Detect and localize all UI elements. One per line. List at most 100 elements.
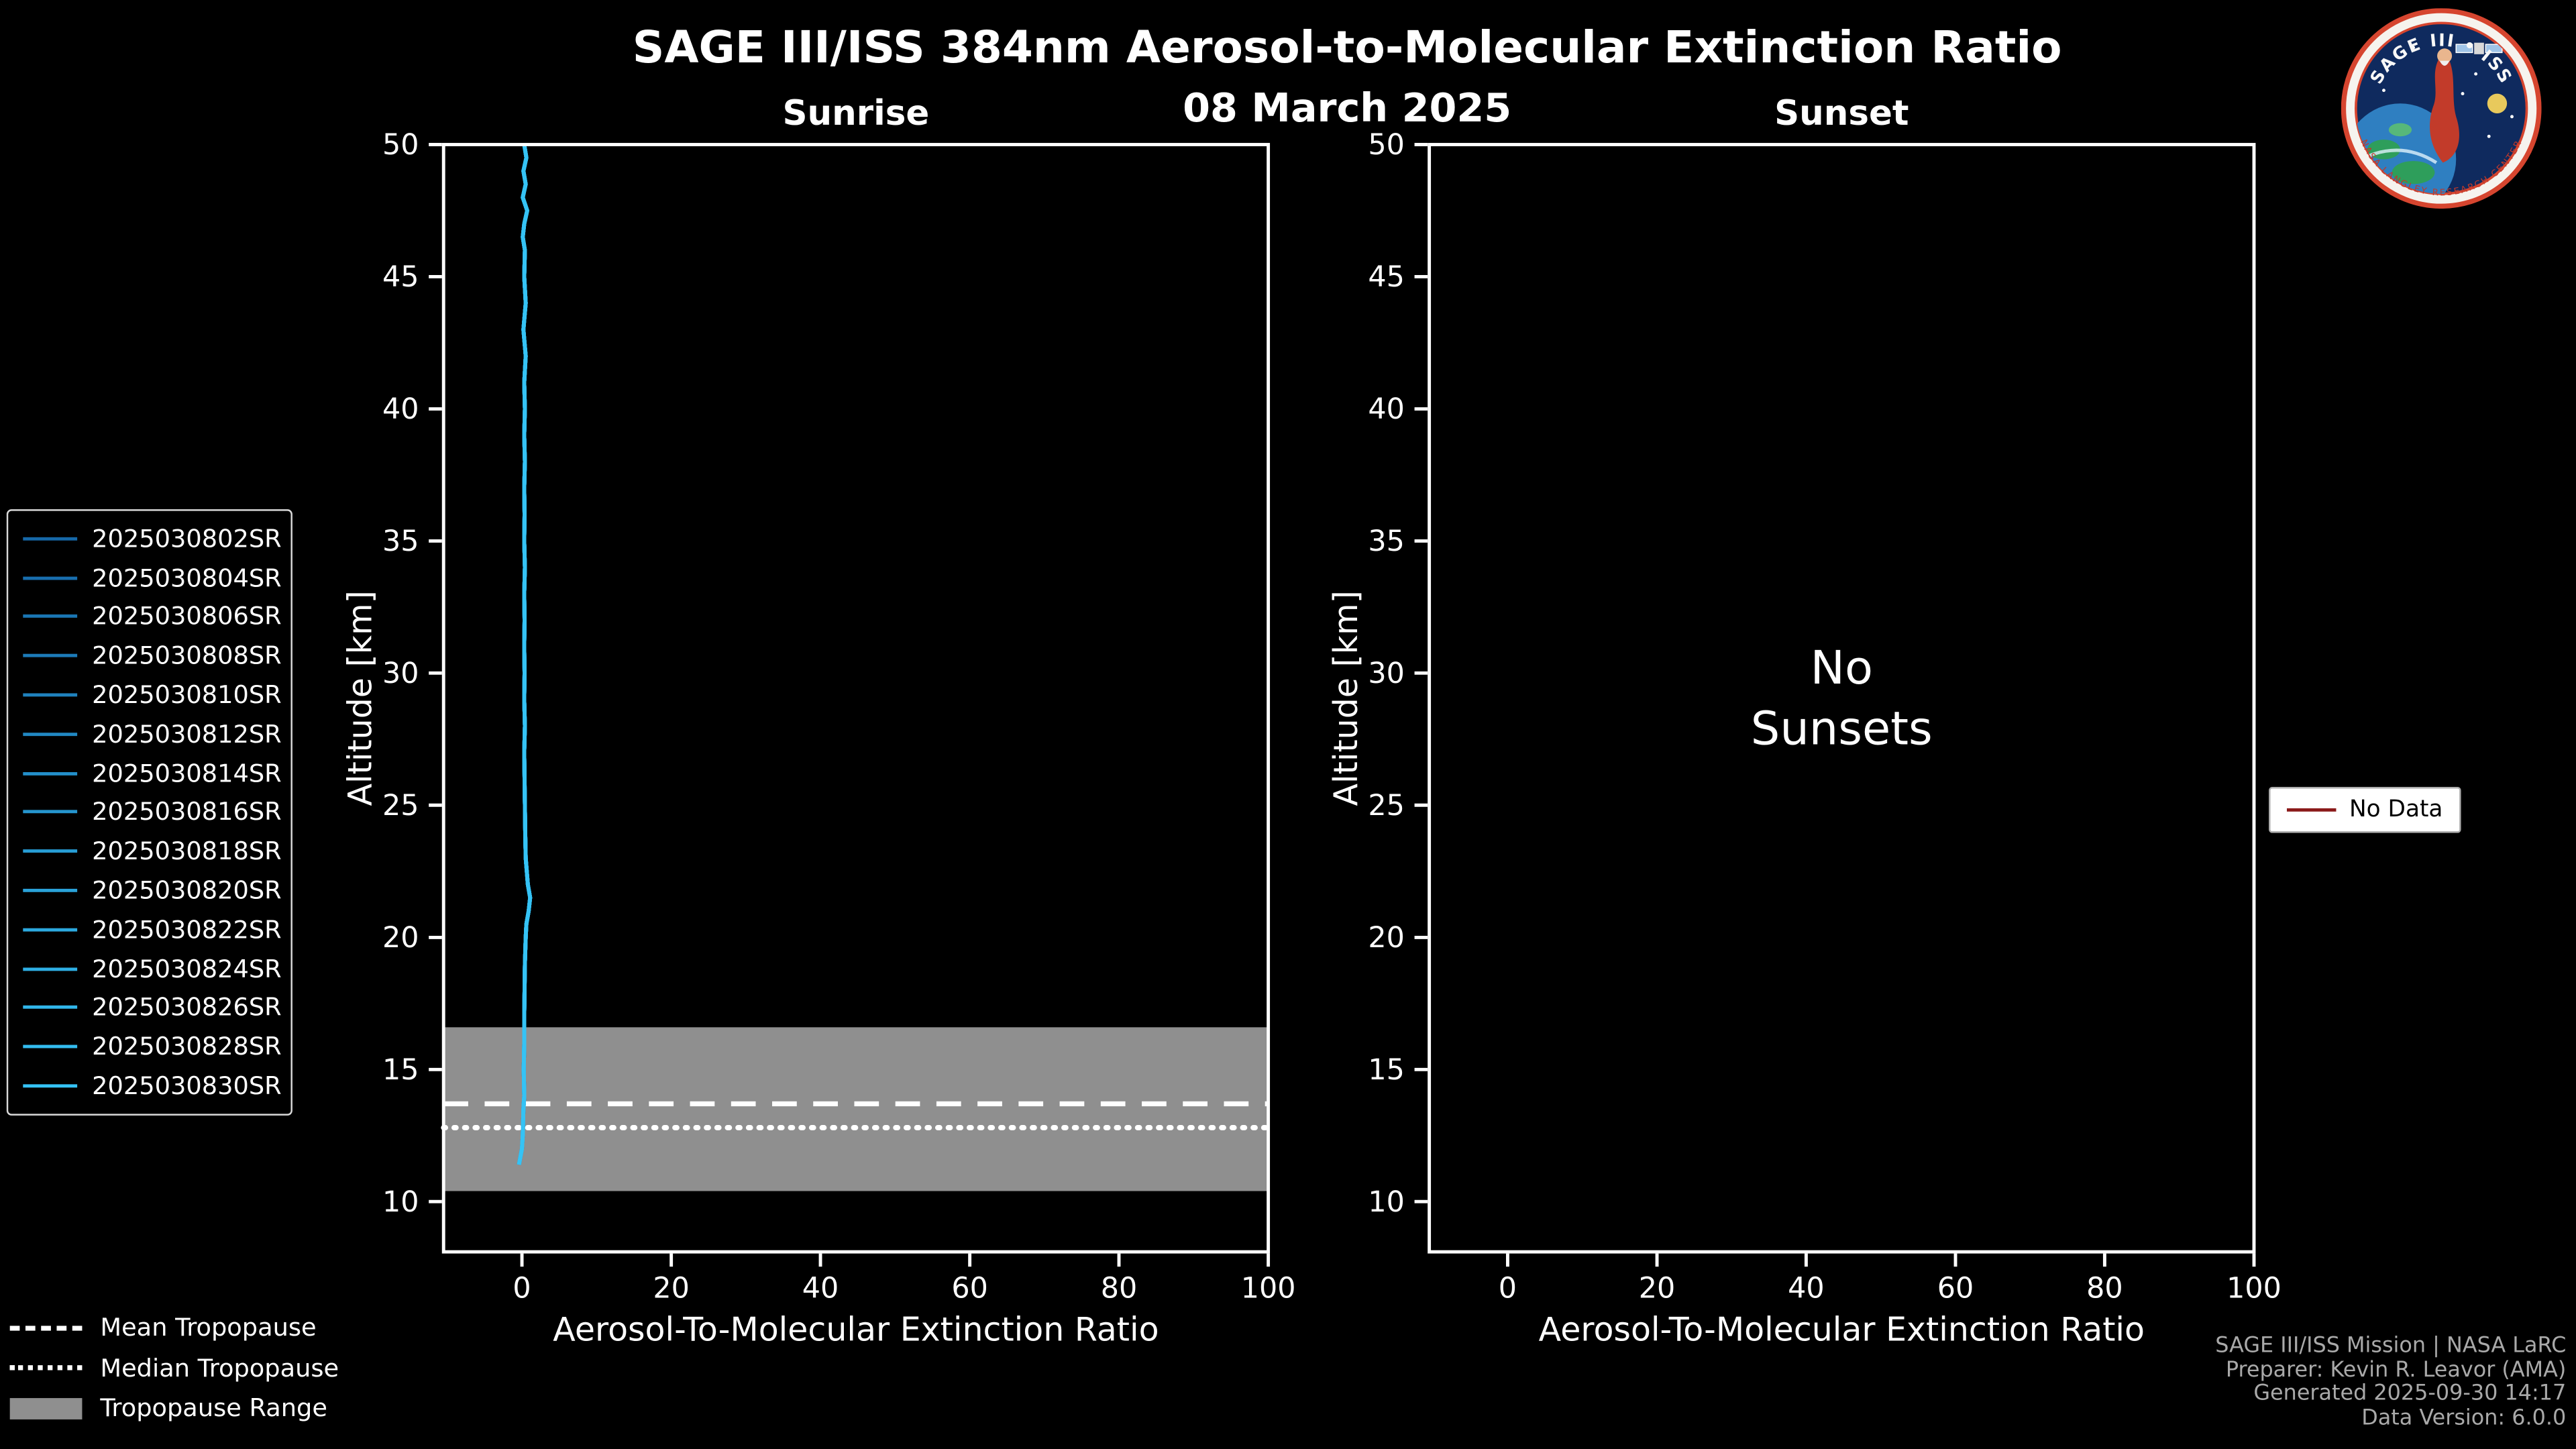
legend-item-label: 2025030806SR xyxy=(92,602,282,632)
median-tropopause-label: Median Tropopause xyxy=(100,1353,339,1383)
median-tropopause-legend-item: Median Tropopause xyxy=(9,1348,339,1389)
legend-line-swatch xyxy=(23,654,78,658)
no-sunsets-line1: No xyxy=(1810,641,1873,695)
x-tick-label: 60 xyxy=(951,1272,988,1305)
figure-date: 08 March 2025 xyxy=(1183,85,1512,131)
legend-item-label: 2025030804SR xyxy=(92,563,282,593)
legend-line-swatch xyxy=(23,732,78,736)
y-tick-label: 45 xyxy=(382,260,419,294)
y-tick-label: 10 xyxy=(382,1185,419,1219)
y-tick-label: 25 xyxy=(1368,789,1405,822)
x-tick-label: 40 xyxy=(802,1272,839,1305)
x-tick-label: 100 xyxy=(2226,1272,2282,1305)
legend-item-label: 2025030802SR xyxy=(92,523,282,554)
legend-item: 2025030824SR xyxy=(8,949,290,988)
legend-line-swatch xyxy=(23,967,78,971)
sunset-panel-title: Sunset xyxy=(1774,93,1909,133)
legend-item: 2025030820SR xyxy=(8,871,290,910)
x-tick-label: 40 xyxy=(1788,1272,1825,1305)
dashed-line-swatch xyxy=(9,1325,83,1331)
event-legend: 2025030802SR 2025030804SR 2025030806SR 2025… xyxy=(6,509,292,1116)
moon-icon xyxy=(2487,93,2508,113)
y-tick-label: 35 xyxy=(1368,525,1405,558)
mean-tropopause-label: Mean Tropopause xyxy=(100,1313,317,1343)
legend-item-label: 2025030814SR xyxy=(92,758,282,788)
dotted-line-swatch xyxy=(9,1366,83,1371)
y-tick-label: 20 xyxy=(1368,921,1405,955)
legend-item-label: 2025030810SR xyxy=(92,680,282,710)
y-tick-label: 15 xyxy=(1368,1053,1405,1087)
tropopause-range-label: Tropopause Range xyxy=(100,1393,327,1424)
sunrise-x-axis-label: Aerosol-To-Molecular Extinction Ratio xyxy=(553,1309,1159,1349)
legend-line-swatch xyxy=(23,1084,78,1088)
figure-title: SAGE III/ISS 384nm Aerosol-to-Molecular … xyxy=(632,23,2062,74)
y-tick-label: 20 xyxy=(382,921,419,955)
y-tick-label: 40 xyxy=(382,392,419,426)
no-data-label: No Data xyxy=(2349,796,2443,823)
axes-box xyxy=(441,143,1271,1254)
x-tick-label: 60 xyxy=(1937,1272,1974,1305)
panel-sunrise: 0 20 40 60 80 100 10 15 20 25 30 35 40 45 50 xyxy=(382,128,1296,1305)
legend-item: 2025030814SR xyxy=(8,754,290,793)
x-tick-label: 80 xyxy=(2086,1272,2123,1305)
legend-item: 2025030802SR xyxy=(8,519,290,558)
panel-sunset: 0 20 40 60 80 100 10 15 20 25 30 35 40 45 50 xyxy=(1368,128,2282,1305)
footer-generated: Generated 2025-09-30 14:17 xyxy=(2253,1382,2567,1407)
legend-line-swatch xyxy=(23,771,78,775)
sunrise-y-axis-label: Altitude [km] xyxy=(339,590,380,806)
legend-item: 2025030818SR xyxy=(8,832,290,871)
event-legend-list: 2025030802SR 2025030804SR 2025030806SR 2025… xyxy=(8,519,290,1106)
legend-line-swatch xyxy=(23,1006,78,1010)
y-tick-label: 15 xyxy=(382,1053,419,1087)
no-sunsets-annotation: No Sunsets xyxy=(1677,637,2006,759)
footer-data-version: Data Version: 6.0.0 xyxy=(2361,1405,2567,1431)
legend-item-label: 2025030826SR xyxy=(92,993,282,1023)
legend-line-swatch xyxy=(23,693,78,697)
legend-item-label: 2025030818SR xyxy=(92,837,282,867)
x-tick-label: 0 xyxy=(1499,1272,1517,1305)
legend-item: 2025030822SR xyxy=(8,910,290,949)
tropopause-legend: Mean Tropopause Median Tropopause Tropop… xyxy=(9,1307,339,1429)
footer-mission: SAGE III/ISS Mission | NASA LaRC xyxy=(2215,1334,2567,1359)
legend-item-label: 2025030822SR xyxy=(92,914,282,945)
legend-line-swatch xyxy=(23,576,78,580)
legend-item-label: 2025030824SR xyxy=(92,954,282,984)
x-tick-label: 100 xyxy=(1241,1272,1296,1305)
legend-line-swatch xyxy=(23,615,78,619)
legend-item-label: 2025030812SR xyxy=(92,719,282,749)
y-tick-label: 10 xyxy=(1368,1185,1405,1219)
sunset-y-axis-label: Altitude [km] xyxy=(1326,590,1366,806)
legend-line-swatch xyxy=(23,810,78,814)
legend-item-label: 2025030828SR xyxy=(92,1032,282,1062)
y-tick-label: 35 xyxy=(382,525,419,558)
footer-preparer: Preparer: Kevin R. Leavor (AMA) xyxy=(2225,1358,2567,1383)
tropopause-range-legend-item: Tropopause Range xyxy=(9,1389,339,1429)
legend-item: 2025030808SR xyxy=(8,637,290,676)
y-tick-label: 30 xyxy=(382,657,419,690)
no-sunsets-line2: Sunsets xyxy=(1750,701,1933,756)
legend-item-label: 2025030808SR xyxy=(92,641,282,671)
legend-line-swatch xyxy=(23,849,78,853)
gray-patch-swatch xyxy=(9,1398,83,1419)
stars xyxy=(2382,46,2514,138)
x-tick-label: 80 xyxy=(1101,1272,1138,1305)
y-tick-label: 30 xyxy=(1368,657,1405,690)
legend-item-label: 2025030830SR xyxy=(92,1071,282,1101)
sunset-x-axis-label: Aerosol-To-Molecular Extinction Ratio xyxy=(1538,1309,2145,1349)
y-tick-label: 45 xyxy=(1368,260,1405,294)
no-data-legend: No Data xyxy=(2269,787,2461,833)
legend-item: 2025030828SR xyxy=(8,1027,290,1066)
y-tick-label: 40 xyxy=(1368,392,1405,426)
legend-line-swatch xyxy=(23,889,78,892)
legend-item-label: 2025030816SR xyxy=(92,797,282,827)
x-tick-label: 20 xyxy=(1639,1272,1676,1305)
mean-tropopause-legend-item: Mean Tropopause xyxy=(9,1307,339,1348)
legend-item: 2025030826SR xyxy=(8,988,290,1027)
legend-item: 2025030816SR xyxy=(8,793,290,832)
no-data-line-swatch xyxy=(2286,808,2337,812)
legend-line-swatch xyxy=(23,928,78,932)
legend-item: 2025030806SR xyxy=(8,597,290,636)
footer-credits: SAGE III/ISS Mission | NASA LaRC Prepare… xyxy=(2215,1334,2567,1432)
